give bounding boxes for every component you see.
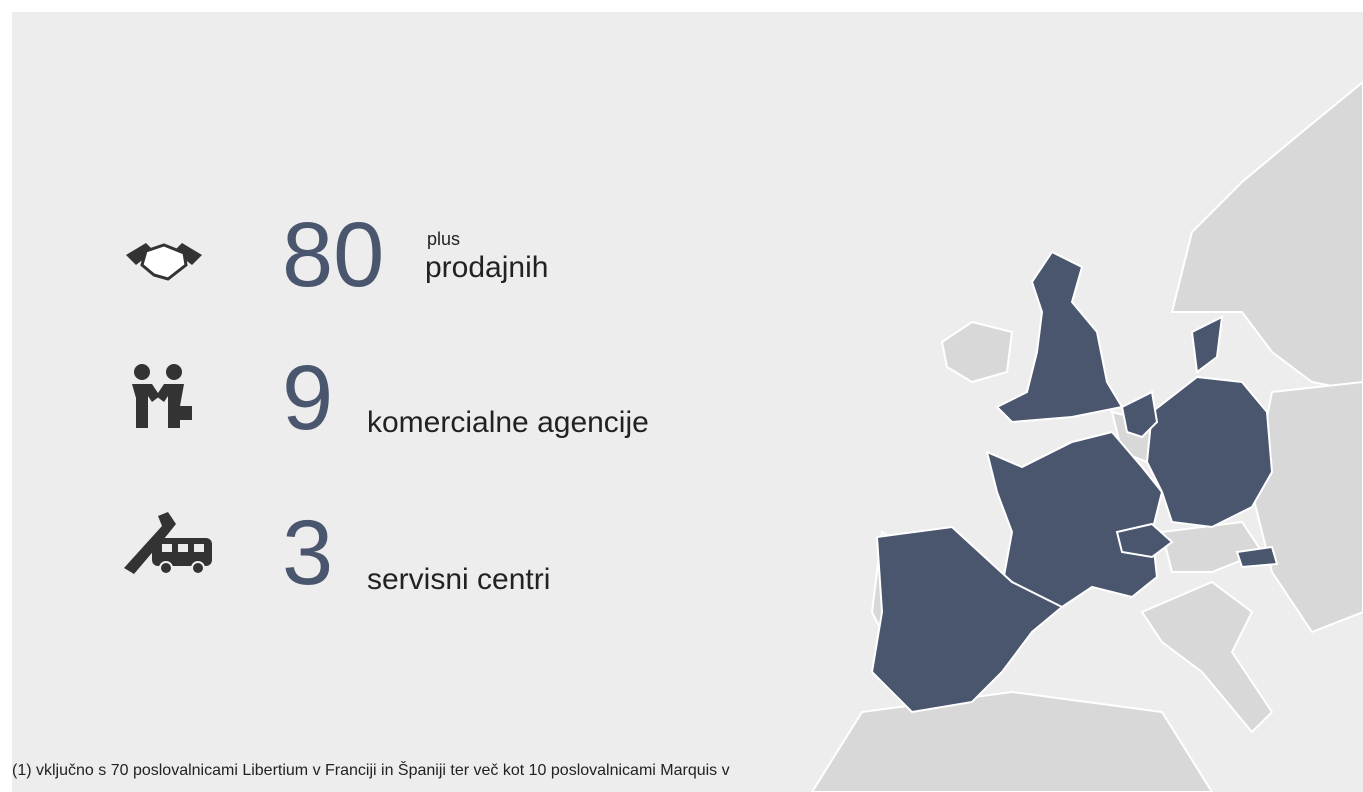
handshake-icon xyxy=(126,243,202,281)
slide: 80 plus prodajnih 9 komercialne agencije… xyxy=(12,12,1363,792)
stat-number: 80 xyxy=(282,204,385,306)
stat-note: plus xyxy=(427,229,461,249)
stat-number: 9 xyxy=(282,347,334,449)
stat-label: komercialne agencije xyxy=(367,406,649,439)
stat-label: servisni centri xyxy=(367,563,551,596)
stat-label: prodajnih xyxy=(425,251,549,284)
service-icon xyxy=(124,512,212,575)
europe-map xyxy=(810,80,1363,792)
footnote: (1) vključno s 70 poslovalnicami Liberti… xyxy=(12,762,730,779)
agents-icon xyxy=(132,364,192,428)
stat-number: 3 xyxy=(282,502,334,604)
